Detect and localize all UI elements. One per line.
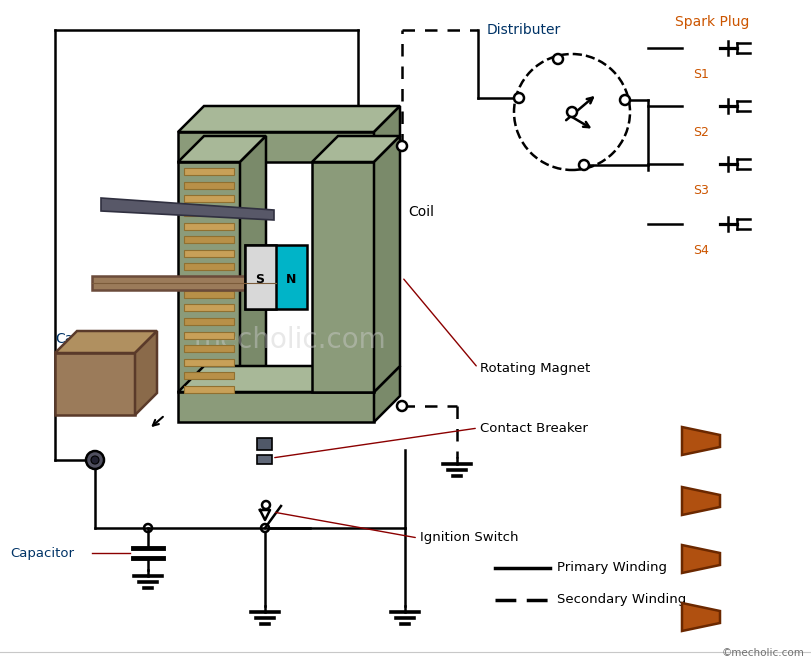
Text: Spark Plug: Spark Plug bbox=[674, 15, 749, 29]
Polygon shape bbox=[311, 136, 400, 162]
Polygon shape bbox=[374, 106, 400, 162]
Bar bbox=[184, 305, 234, 311]
Text: S1: S1 bbox=[693, 68, 708, 81]
Bar bbox=[184, 372, 234, 379]
Bar bbox=[184, 209, 234, 216]
Circle shape bbox=[578, 160, 588, 170]
Circle shape bbox=[262, 501, 270, 509]
Text: Rotating Magnet: Rotating Magnet bbox=[479, 362, 590, 374]
Polygon shape bbox=[681, 427, 719, 455]
Text: Capacitor: Capacitor bbox=[10, 547, 74, 559]
Polygon shape bbox=[55, 331, 157, 353]
Circle shape bbox=[397, 141, 406, 151]
Polygon shape bbox=[681, 545, 719, 573]
Bar bbox=[184, 223, 234, 229]
Bar bbox=[184, 182, 234, 189]
Circle shape bbox=[260, 524, 268, 532]
Bar bbox=[257, 455, 272, 464]
Text: S2: S2 bbox=[693, 126, 708, 139]
Text: ©mecholic.com: ©mecholic.com bbox=[721, 648, 804, 658]
Bar bbox=[245, 245, 276, 309]
Circle shape bbox=[86, 451, 104, 469]
Text: N: N bbox=[285, 273, 296, 285]
Polygon shape bbox=[374, 136, 400, 392]
Text: Contact Breaker: Contact Breaker bbox=[479, 422, 587, 434]
Bar bbox=[184, 331, 234, 338]
Text: Coil: Coil bbox=[407, 205, 433, 219]
Bar bbox=[245, 245, 307, 309]
Circle shape bbox=[620, 95, 629, 105]
Bar bbox=[92, 276, 276, 290]
Circle shape bbox=[513, 93, 523, 103]
Text: S4: S4 bbox=[693, 244, 708, 257]
Circle shape bbox=[566, 107, 577, 117]
Polygon shape bbox=[681, 603, 719, 631]
Polygon shape bbox=[178, 106, 400, 132]
Polygon shape bbox=[178, 366, 400, 392]
Polygon shape bbox=[178, 162, 240, 392]
Bar bbox=[184, 250, 234, 257]
Polygon shape bbox=[55, 353, 135, 415]
Polygon shape bbox=[178, 136, 266, 162]
Bar bbox=[184, 318, 234, 325]
Bar bbox=[184, 236, 234, 243]
Polygon shape bbox=[311, 162, 374, 392]
Circle shape bbox=[91, 456, 99, 464]
Bar bbox=[184, 277, 234, 284]
Text: Cam: Cam bbox=[55, 332, 87, 346]
Bar bbox=[184, 291, 234, 298]
Polygon shape bbox=[178, 132, 374, 162]
Polygon shape bbox=[101, 198, 273, 220]
Bar bbox=[184, 196, 234, 202]
Circle shape bbox=[552, 54, 562, 64]
Circle shape bbox=[144, 524, 152, 532]
Bar bbox=[184, 168, 234, 175]
Text: Secondary Winding: Secondary Winding bbox=[556, 593, 685, 606]
Text: Ignition Switch: Ignition Switch bbox=[419, 531, 518, 545]
Bar bbox=[257, 438, 272, 450]
Text: Primary Winding: Primary Winding bbox=[556, 561, 666, 575]
Text: mecholic.com: mecholic.com bbox=[193, 326, 386, 354]
Circle shape bbox=[397, 401, 406, 411]
Polygon shape bbox=[240, 136, 266, 392]
Bar bbox=[184, 386, 234, 393]
Polygon shape bbox=[135, 331, 157, 415]
Text: Distributer: Distributer bbox=[487, 23, 560, 37]
Bar bbox=[184, 358, 234, 366]
Polygon shape bbox=[681, 487, 719, 515]
Polygon shape bbox=[374, 366, 400, 422]
Text: S3: S3 bbox=[693, 184, 708, 197]
Bar bbox=[184, 263, 234, 271]
Text: S: S bbox=[255, 273, 264, 285]
Polygon shape bbox=[178, 392, 374, 422]
Bar bbox=[184, 345, 234, 352]
